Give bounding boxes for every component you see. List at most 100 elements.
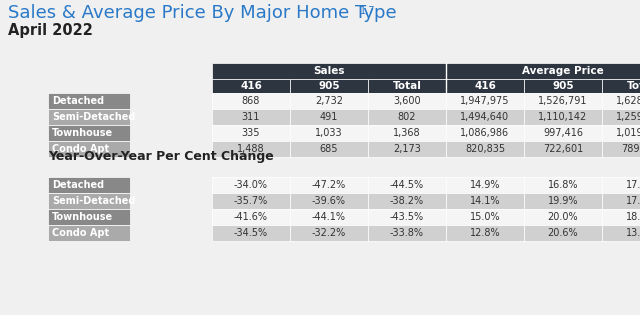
Text: 685: 685 [320, 144, 339, 154]
FancyBboxPatch shape [368, 109, 446, 125]
FancyBboxPatch shape [368, 125, 446, 141]
Text: 416: 416 [240, 81, 262, 91]
Text: Total: Total [627, 81, 640, 91]
FancyBboxPatch shape [446, 109, 524, 125]
Text: Year-Over-Year Per Cent Change: Year-Over-Year Per Cent Change [48, 150, 274, 163]
Text: Condo Apt: Condo Apt [52, 228, 109, 238]
FancyBboxPatch shape [48, 193, 130, 209]
Text: Townhouse: Townhouse [52, 212, 113, 222]
FancyBboxPatch shape [212, 177, 290, 193]
Text: 1,526,791: 1,526,791 [538, 96, 588, 106]
FancyBboxPatch shape [290, 177, 368, 193]
FancyBboxPatch shape [368, 93, 446, 109]
Text: 1,628,343: 1,628,343 [616, 96, 640, 106]
Text: -33.8%: -33.8% [390, 228, 424, 238]
Text: 1,368: 1,368 [393, 128, 421, 138]
Text: -34.5%: -34.5% [234, 228, 268, 238]
Text: Semi-Detached: Semi-Detached [52, 112, 136, 122]
Text: 20.0%: 20.0% [548, 212, 579, 222]
FancyBboxPatch shape [290, 93, 368, 109]
Text: 1,259,243: 1,259,243 [616, 112, 640, 122]
Text: 1,033: 1,033 [315, 128, 343, 138]
FancyBboxPatch shape [446, 193, 524, 209]
Text: 1,019,350: 1,019,350 [616, 128, 640, 138]
FancyBboxPatch shape [524, 177, 602, 193]
Text: 17.5%: 17.5% [626, 180, 640, 190]
Text: 15.0%: 15.0% [470, 212, 500, 222]
FancyBboxPatch shape [290, 109, 368, 125]
FancyBboxPatch shape [368, 193, 446, 209]
FancyBboxPatch shape [524, 141, 602, 157]
FancyBboxPatch shape [212, 209, 290, 225]
Text: 20.6%: 20.6% [548, 228, 579, 238]
FancyBboxPatch shape [446, 63, 640, 79]
FancyBboxPatch shape [48, 93, 130, 109]
Text: 19.9%: 19.9% [548, 196, 579, 206]
FancyBboxPatch shape [48, 209, 130, 225]
FancyBboxPatch shape [212, 141, 290, 157]
Text: 311: 311 [242, 112, 260, 122]
Text: Total: Total [392, 81, 421, 91]
Text: 1,086,986: 1,086,986 [460, 128, 509, 138]
Text: -47.2%: -47.2% [312, 180, 346, 190]
FancyBboxPatch shape [368, 177, 446, 193]
FancyBboxPatch shape [212, 63, 446, 79]
Text: 3,600: 3,600 [393, 96, 421, 106]
FancyBboxPatch shape [602, 125, 640, 141]
Text: -41.6%: -41.6% [234, 212, 268, 222]
FancyBboxPatch shape [446, 79, 524, 93]
FancyBboxPatch shape [212, 93, 290, 109]
Text: Average Price: Average Price [522, 66, 604, 76]
Text: -44.1%: -44.1% [312, 212, 346, 222]
Text: 1,110,142: 1,110,142 [538, 112, 588, 122]
FancyBboxPatch shape [290, 125, 368, 141]
FancyBboxPatch shape [602, 177, 640, 193]
FancyBboxPatch shape [602, 225, 640, 241]
FancyBboxPatch shape [524, 79, 602, 93]
Text: 722,601: 722,601 [543, 144, 583, 154]
Text: Detached: Detached [52, 180, 104, 190]
Text: Sales & Average Price By Major Home Type: Sales & Average Price By Major Home Type [8, 4, 397, 22]
FancyBboxPatch shape [602, 79, 640, 93]
FancyBboxPatch shape [212, 193, 290, 209]
Text: 491: 491 [320, 112, 338, 122]
FancyBboxPatch shape [290, 141, 368, 157]
Text: Sales: Sales [313, 66, 345, 76]
FancyBboxPatch shape [446, 225, 524, 241]
Text: -34.0%: -34.0% [234, 180, 268, 190]
Text: -43.5%: -43.5% [390, 212, 424, 222]
Text: 905: 905 [318, 81, 340, 91]
Text: 14.9%: 14.9% [470, 180, 500, 190]
FancyBboxPatch shape [446, 93, 524, 109]
Text: 12.8%: 12.8% [470, 228, 500, 238]
FancyBboxPatch shape [602, 93, 640, 109]
Text: 18.8%: 18.8% [626, 212, 640, 222]
FancyBboxPatch shape [602, 109, 640, 125]
Text: 997,416: 997,416 [543, 128, 583, 138]
Text: 14.1%: 14.1% [470, 196, 500, 206]
Text: -32.2%: -32.2% [312, 228, 346, 238]
FancyBboxPatch shape [524, 125, 602, 141]
FancyBboxPatch shape [368, 209, 446, 225]
FancyBboxPatch shape [524, 109, 602, 125]
Text: -44.5%: -44.5% [390, 180, 424, 190]
FancyBboxPatch shape [48, 125, 130, 141]
Text: 1,7: 1,7 [360, 6, 376, 16]
Text: 17.8%: 17.8% [626, 196, 640, 206]
FancyBboxPatch shape [48, 225, 130, 241]
FancyBboxPatch shape [48, 141, 130, 157]
FancyBboxPatch shape [524, 193, 602, 209]
Text: 1,488: 1,488 [237, 144, 265, 154]
FancyBboxPatch shape [446, 141, 524, 157]
Text: 335: 335 [242, 128, 260, 138]
Text: -38.2%: -38.2% [390, 196, 424, 206]
FancyBboxPatch shape [212, 125, 290, 141]
Text: 868: 868 [242, 96, 260, 106]
FancyBboxPatch shape [602, 193, 640, 209]
FancyBboxPatch shape [524, 209, 602, 225]
FancyBboxPatch shape [212, 79, 290, 93]
FancyBboxPatch shape [602, 209, 640, 225]
FancyBboxPatch shape [290, 225, 368, 241]
Text: 820,835: 820,835 [465, 144, 505, 154]
FancyBboxPatch shape [602, 141, 640, 157]
